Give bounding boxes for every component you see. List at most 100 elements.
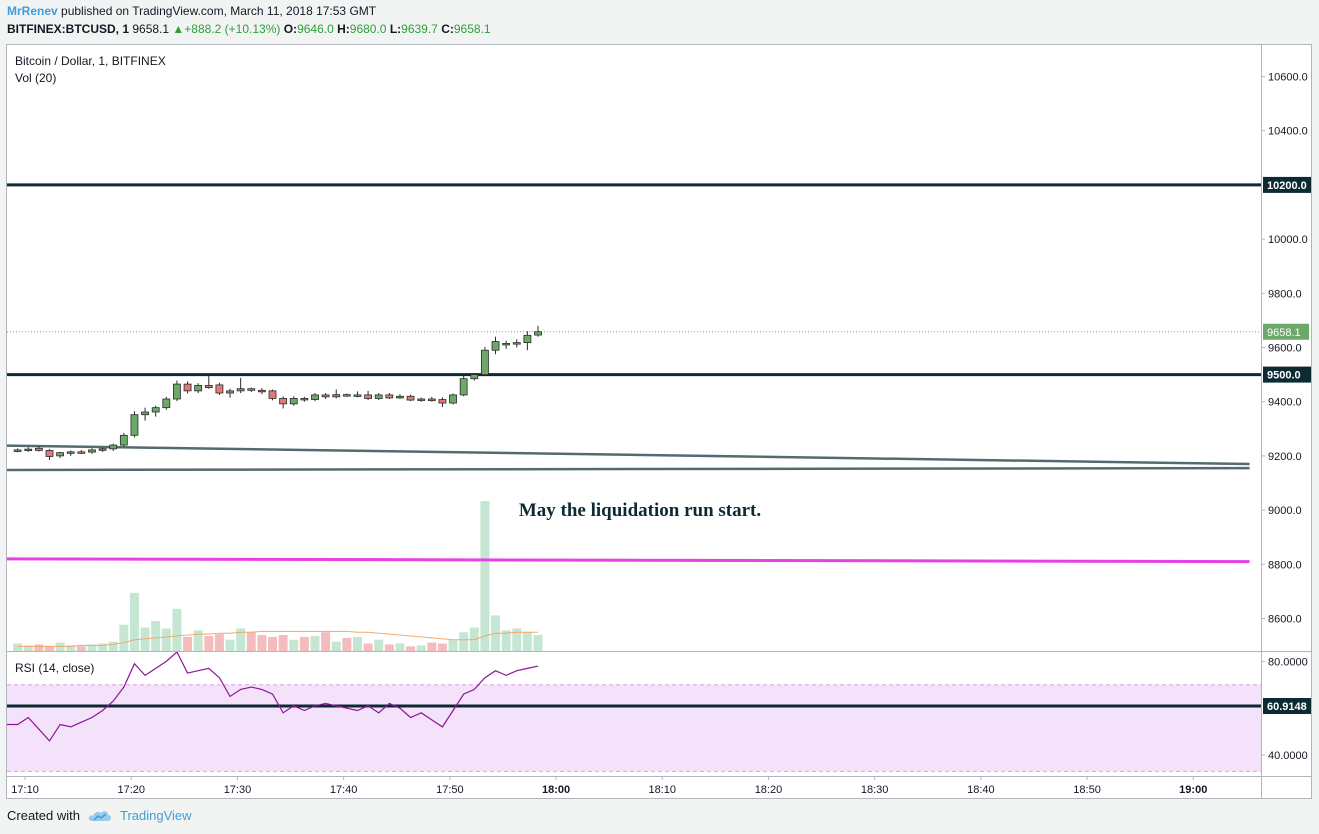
candle-body: [141, 411, 149, 416]
candle-body: [364, 394, 372, 399]
volume-bar: [161, 628, 171, 651]
candle-body: [257, 389, 266, 393]
candle-body: [236, 388, 245, 392]
volume-bar: [501, 630, 511, 651]
volume-label: Vol (20): [15, 71, 56, 85]
candle-body: [77, 451, 86, 454]
volume-bar: [225, 639, 235, 651]
level-price-label: 9500.0: [1267, 370, 1301, 382]
rsi-band: [7, 684, 1261, 772]
volume-bar: [406, 646, 416, 651]
candle-body: [56, 452, 65, 457]
author-name[interactable]: MrRenev: [7, 4, 58, 18]
published-text: published on TradingView.com, March 11, …: [61, 4, 377, 18]
candle-body: [88, 449, 96, 453]
candle-body: [13, 449, 22, 452]
candle-body: [385, 394, 394, 399]
tradingview-cloud-icon: [88, 810, 112, 821]
volume-bar: [352, 636, 362, 651]
price-tick-label: 10600.0: [1268, 72, 1308, 84]
candle-body: [523, 334, 532, 344]
candle-body: [481, 349, 489, 375]
candle-body: [34, 447, 43, 451]
price-pane[interactable]: [6, 44, 1312, 652]
candle-body: [183, 383, 192, 392]
candle-body: [417, 398, 426, 401]
up-arrow-icon: ▲: [172, 22, 185, 36]
time-tick-label: 19:00: [1179, 784, 1207, 796]
volume-bar: [214, 634, 224, 651]
time-axis[interactable]: [6, 776, 1312, 799]
volume-bar: [331, 641, 341, 651]
axis-layer: 8600.0 8800.0 9000.0 9200.0 9400.0 9600.0 9800…: [11, 72, 1311, 796]
close-label: C:: [441, 22, 454, 36]
candle-body: [151, 407, 160, 413]
rsi-layer: [7, 652, 1261, 772]
level-price-badge: [1263, 176, 1311, 193]
price-tick-label: 9800.0: [1268, 288, 1302, 300]
price-tick-label: 9200.0: [1268, 451, 1302, 463]
time-tick-label: 18:40: [967, 784, 995, 796]
volume-bar: [459, 632, 469, 651]
candle-body: [289, 398, 298, 405]
volume-bar: [416, 645, 426, 651]
volume-bar: [119, 624, 129, 651]
candle-body: [512, 342, 521, 345]
price-tick-label: 9000.0: [1268, 505, 1302, 517]
time-tick-label: 17:10: [11, 784, 39, 796]
volume-bar: [321, 632, 331, 651]
close-value: 9658.1: [453, 22, 491, 36]
volume-bar: [289, 639, 299, 651]
volume-bar: [34, 644, 44, 651]
time-tick-label: 17:50: [436, 784, 464, 796]
low-label: L:: [389, 22, 402, 36]
magenta-level-line: [7, 557, 1250, 564]
volume-bar: [193, 630, 203, 651]
candle-body: [459, 378, 468, 396]
publish-info: MrRenev published on TradingView.com, Ma…: [7, 4, 376, 18]
last-price: 9658.1: [132, 22, 170, 36]
volume-bar: [172, 608, 182, 651]
tradingview-link[interactable]: TradingView: [119, 808, 192, 823]
candle-body: [247, 388, 256, 391]
volume-bar: [268, 636, 278, 651]
volume-bar: [299, 636, 309, 651]
candle-body: [342, 394, 351, 397]
volume-bar: [384, 644, 394, 651]
ohlc-header: BITFINEX:BTCUSD, 1 9658.1 ▲+888.2 (+10.1…: [7, 22, 491, 36]
candle-body: [491, 341, 500, 351]
volume-ma-line: [17, 630, 539, 647]
candle-body: [194, 385, 203, 392]
volume-bar: [437, 643, 447, 651]
candle-body: [396, 395, 404, 399]
change-value: +888.2 (+10.13%): [184, 22, 281, 36]
volume-bar: [76, 646, 86, 651]
candle-body: [24, 448, 33, 452]
candle-body: [226, 390, 234, 394]
candle-body: [268, 390, 277, 399]
price-tick-label: 9400.0: [1268, 397, 1302, 409]
candle-body: [215, 384, 224, 394]
volume-layer: [13, 501, 543, 651]
volume-bar: [44, 646, 54, 651]
candle-body: [300, 398, 309, 401]
candle-body: [534, 331, 542, 336]
volume-bar: [23, 645, 33, 651]
time-tick-label: 18:20: [755, 784, 783, 796]
last-price-label: 9658.1: [1267, 327, 1301, 339]
volume-bar: [374, 639, 384, 651]
candle-body: [374, 394, 383, 399]
volume-bar: [87, 644, 97, 651]
price-tick-label: 8600.0: [1268, 613, 1302, 625]
volume-bar: [129, 592, 139, 651]
time-tick-label: 17:40: [330, 784, 358, 796]
time-tick-label: 18:50: [1073, 784, 1101, 796]
price-tick-label: 10000.0: [1268, 234, 1308, 246]
high-label: H:: [337, 22, 350, 36]
volume-bar: [448, 639, 458, 651]
volume-bar: [533, 635, 543, 651]
chart-annotation[interactable]: May the liquidation run start.: [519, 500, 761, 521]
volume-bar: [395, 643, 405, 651]
candle-body: [311, 394, 319, 400]
